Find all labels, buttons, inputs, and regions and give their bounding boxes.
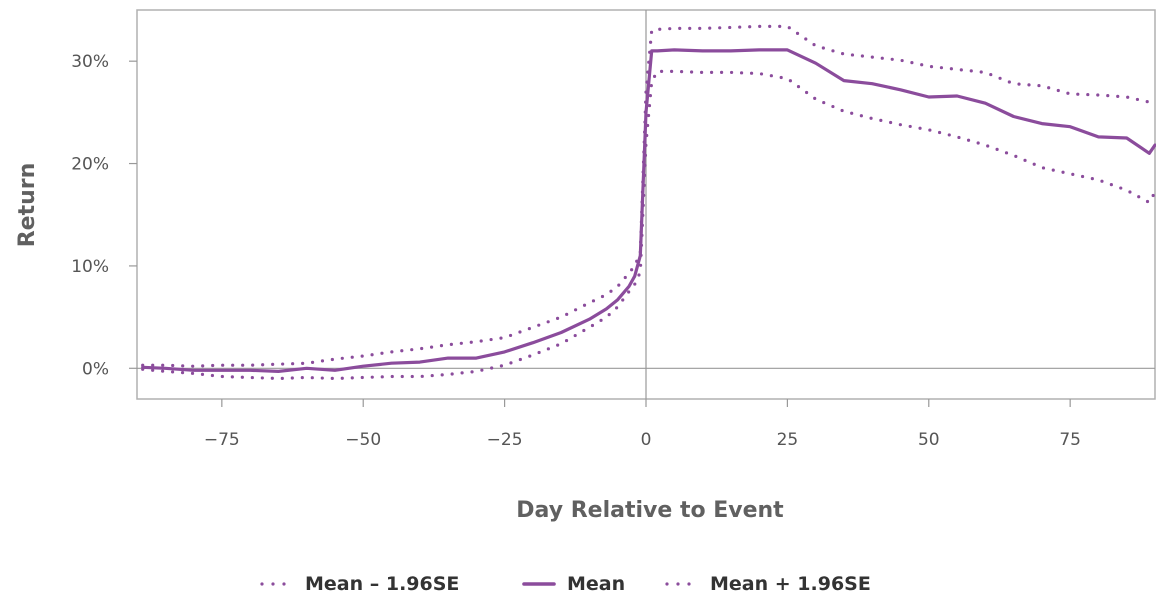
series-lower-bound-line: [141, 69, 1156, 381]
x-tick-label: 0: [641, 430, 652, 450]
x-axis-title: Day Relative to Event: [516, 498, 784, 523]
legend-label: Mean: [567, 573, 625, 595]
y-tick-label: 10%: [71, 257, 109, 277]
series-upper-bound-line: [141, 24, 1156, 368]
legend: Mean – 1.96SE Mean Mean + 1.96SE: [260, 573, 871, 595]
x-tick-label: −50: [345, 430, 381, 450]
y-axis-ticks: 0% 10% 20% 30%: [71, 52, 137, 379]
legend-item-mean[interactable]: Mean: [522, 573, 625, 595]
series-layer: [141, 24, 1156, 381]
x-axis-ticks: −75 −50 −25 0 25 50 75: [204, 399, 1081, 450]
y-tick-label: 30%: [71, 52, 109, 72]
y-tick-label: 0%: [82, 359, 109, 379]
x-tick-label: −75: [204, 430, 240, 450]
legend-item-upper-bound[interactable]: Mean + 1.96SE: [665, 573, 871, 595]
y-axis-title: Return: [15, 163, 40, 248]
y-tick-label: 20%: [71, 155, 109, 175]
legend-label: Mean – 1.96SE: [305, 573, 459, 595]
series-mean-line: [141, 48, 1156, 373]
legend-item-lower-bound[interactable]: Mean – 1.96SE: [260, 573, 459, 595]
x-tick-label: 25: [777, 430, 799, 450]
x-tick-label: −25: [487, 430, 523, 450]
x-tick-label: 75: [1059, 430, 1081, 450]
legend-label: Mean + 1.96SE: [710, 573, 871, 595]
x-tick-label: 50: [918, 430, 940, 450]
